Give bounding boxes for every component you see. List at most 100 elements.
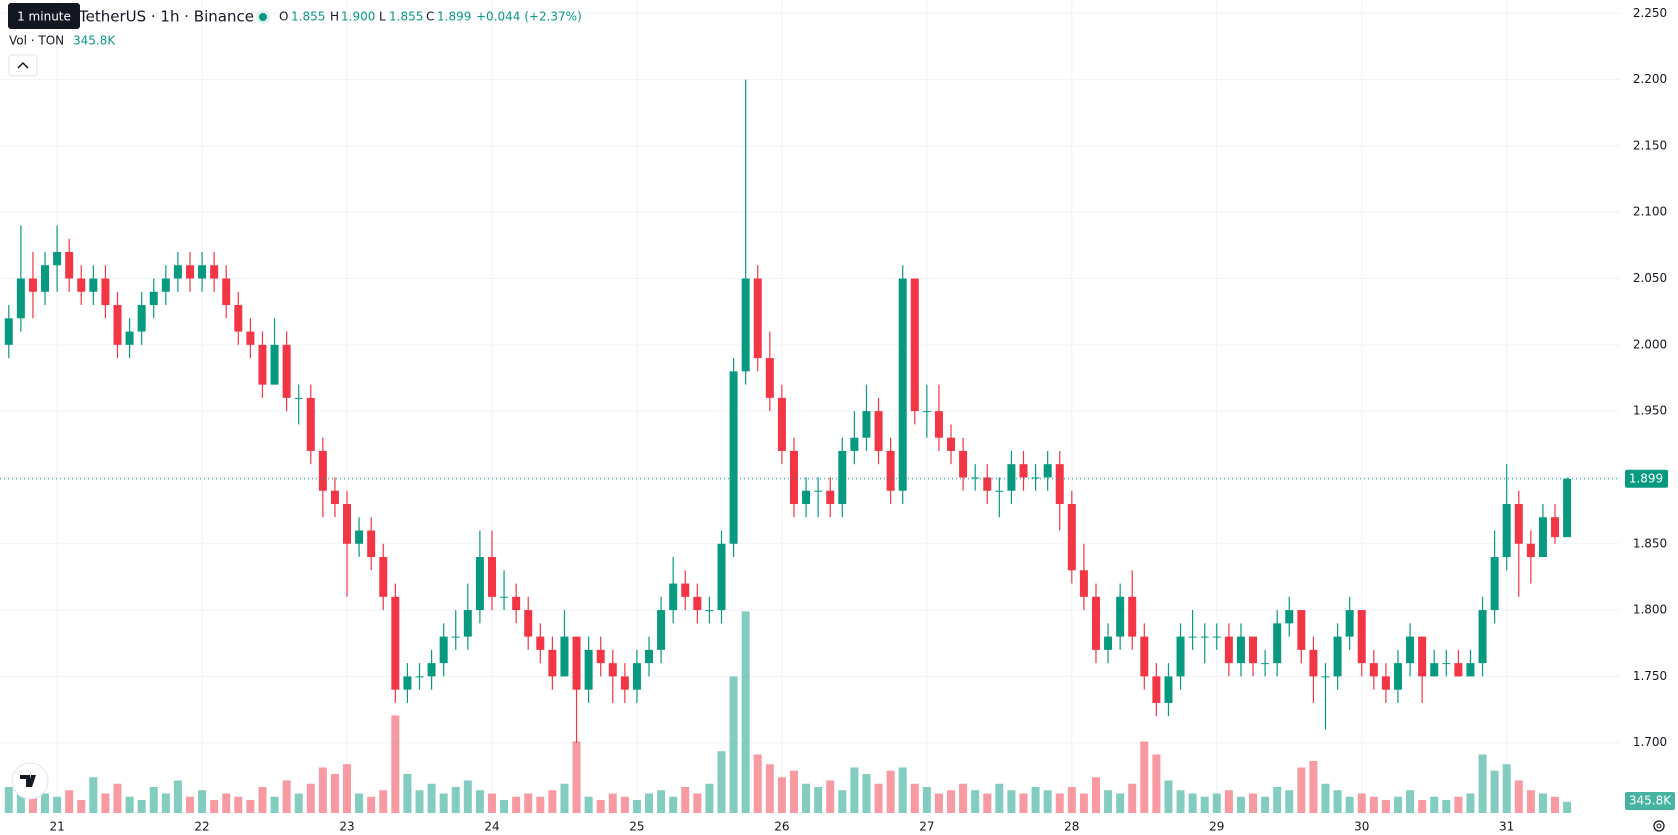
last-volume-label: 345.8K: [1629, 794, 1672, 808]
volume-bar: [1188, 793, 1197, 813]
volume-bar: [1273, 786, 1282, 813]
volume-bar: [729, 676, 738, 813]
volume-bar: [789, 770, 798, 813]
candle-body: [971, 477, 980, 479]
candle-body: [1538, 517, 1547, 558]
y-tick-label: 1.800: [1633, 603, 1667, 617]
candle-body: [500, 596, 509, 598]
candle-body: [1200, 636, 1209, 638]
candle-body: [1309, 649, 1318, 677]
volume-bar: [4, 786, 13, 813]
volume-bar: [53, 796, 62, 813]
volume-bar: [874, 783, 883, 813]
candle-body: [548, 649, 557, 677]
candle-body: [1514, 503, 1523, 544]
candle-body: [765, 358, 774, 398]
candle-body: [1369, 663, 1378, 677]
candle-body: [439, 636, 448, 664]
candle-body: [1478, 610, 1487, 664]
volume-bar: [1261, 796, 1270, 813]
candle-body: [1079, 570, 1088, 597]
volume-bar: [367, 796, 376, 813]
y-tick-label: 1.950: [1633, 404, 1667, 418]
volume-bar: [560, 783, 569, 813]
y-tick-label: 2.050: [1633, 271, 1667, 285]
volume-bar: [657, 790, 666, 813]
candle-body: [850, 437, 859, 451]
collapse-button[interactable]: [8, 54, 38, 77]
x-tick-label: 22: [194, 820, 209, 834]
candle-body: [1236, 636, 1245, 664]
volume-bar: [1249, 793, 1258, 813]
candle-body: [1406, 636, 1415, 664]
volume-bar: [65, 790, 74, 813]
o-value: 1.855: [291, 10, 325, 24]
volume-bar: [77, 799, 86, 813]
x-tick-label: 23: [339, 820, 354, 834]
volume-bar: [669, 796, 678, 813]
volume-bar: [415, 790, 424, 813]
candle-body: [222, 278, 231, 306]
candle-body: [1188, 636, 1197, 638]
y-tick-label: 1.700: [1633, 735, 1667, 749]
candle-body: [53, 251, 62, 266]
volume-bar: [125, 796, 134, 813]
volume-bar: [947, 790, 956, 813]
volume-bar: [922, 786, 931, 813]
candle-body: [306, 397, 315, 451]
volume-bar: [959, 783, 968, 813]
volume-bar: [1309, 760, 1318, 813]
volume-bar: [1526, 790, 1535, 813]
volume-bar: [681, 786, 690, 813]
y-tick-label: 2.150: [1633, 138, 1667, 152]
volume-bar: [41, 793, 50, 813]
candle-body: [1466, 663, 1475, 677]
volume-bar: [451, 786, 460, 813]
candle-body: [1031, 477, 1040, 479]
volume-bar: [391, 715, 400, 813]
candle-body: [1551, 517, 1560, 538]
volume-bar: [934, 793, 943, 813]
candle-body: [596, 649, 605, 664]
volume-bar: [161, 793, 170, 813]
candle-body: [874, 411, 883, 451]
volume-bar: [572, 741, 581, 813]
volume-bar: [1551, 796, 1560, 813]
candle-body: [185, 265, 194, 279]
volume-bar: [185, 796, 194, 813]
volume-bar: [101, 793, 110, 813]
volume-bar: [608, 793, 617, 813]
candle-body: [89, 278, 98, 292]
volume-bar: [1067, 786, 1076, 813]
candle-body: [427, 663, 436, 677]
volume-bar: [1031, 786, 1040, 813]
candle-body: [560, 636, 569, 677]
settings-icon[interactable]: [1653, 820, 1665, 832]
candle-body: [753, 278, 762, 359]
candle-body: [403, 676, 412, 690]
volume-bar: [270, 796, 279, 813]
tooltip-bg: [8, 3, 80, 29]
volume-bar: [1514, 780, 1523, 813]
y-tick-label: 2.250: [1633, 6, 1667, 20]
h-label: H: [330, 10, 339, 24]
volume-bar: [463, 780, 472, 813]
candle-body: [995, 490, 1004, 492]
last-volume-box: [1625, 792, 1675, 810]
volume-bar: [1212, 793, 1221, 813]
status-dot-core: [259, 13, 267, 21]
volume-bar: [512, 796, 521, 813]
volume-bar: [1091, 777, 1100, 813]
volume-bar: [1442, 799, 1451, 813]
volume-bar: [632, 799, 641, 813]
volume-bar: [487, 793, 496, 813]
candle-body: [1212, 636, 1221, 638]
candle-body: [814, 490, 823, 492]
volume-bar: [862, 773, 871, 813]
c-value: 1.899: [437, 10, 471, 24]
candle-body: [512, 596, 521, 611]
volume-bar: [524, 793, 533, 813]
volume-bar: [1454, 796, 1463, 813]
volume-bar: [1418, 799, 1427, 813]
